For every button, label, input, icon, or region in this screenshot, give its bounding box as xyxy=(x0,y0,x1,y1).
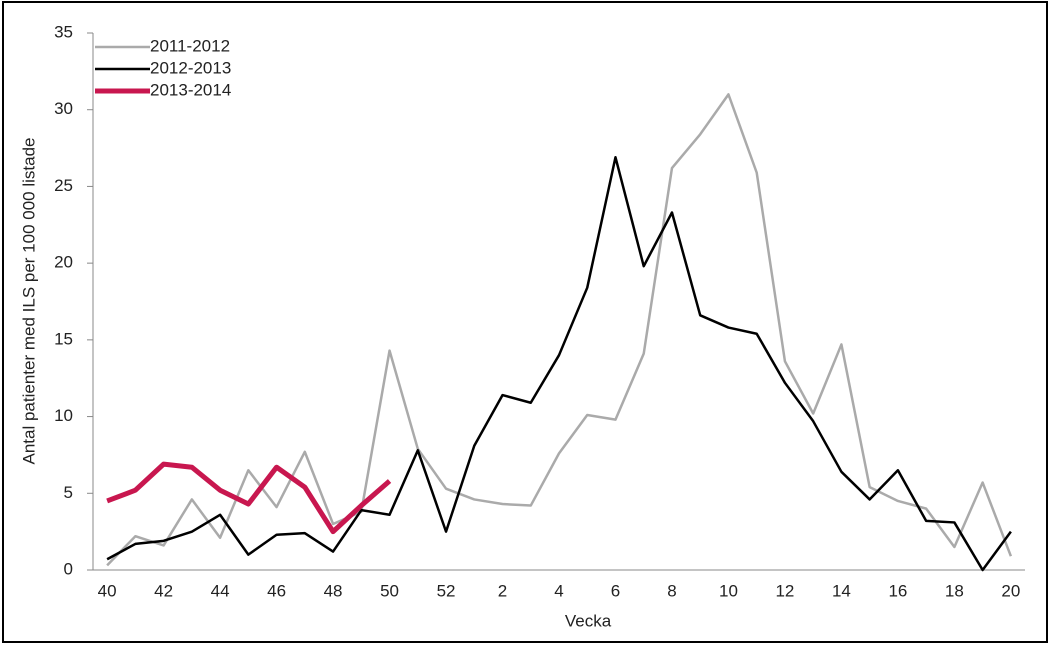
x-tick-label: 42 xyxy=(154,581,173,600)
legend-label: 2012-2013 xyxy=(150,58,231,77)
series-line xyxy=(106,461,392,535)
x-tick-label: 6 xyxy=(611,581,620,600)
x-tick-label: 4 xyxy=(554,581,563,600)
x-tick-label: 52 xyxy=(437,581,456,600)
x-tick-label: 20 xyxy=(1001,581,1020,600)
legend-label: 2011-2012 xyxy=(150,36,230,55)
y-tick-label: 30 xyxy=(54,99,73,118)
y-tick-label: 10 xyxy=(54,406,73,425)
x-tick-label: 18 xyxy=(945,581,964,600)
x-axis-label: Vecka xyxy=(565,611,612,630)
x-tick-label: 40 xyxy=(98,581,117,600)
y-tick-label: 5 xyxy=(64,483,73,502)
y-tick-label: 0 xyxy=(64,559,73,578)
legend-label: 2013-2014 xyxy=(150,80,231,99)
x-tick-label: 50 xyxy=(380,581,399,600)
x-tick-label: 10 xyxy=(719,581,738,600)
y-tick-label: 35 xyxy=(54,22,73,41)
x-tick-label: 16 xyxy=(888,581,907,600)
y-tick-label: 25 xyxy=(54,176,73,195)
series-line xyxy=(106,93,1013,567)
x-tick-label: 44 xyxy=(211,581,230,600)
y-axis-label: Antal patienter med ILS per 100 000 list… xyxy=(19,138,38,465)
x-tick-label: 14 xyxy=(832,581,851,600)
x-tick-label: 46 xyxy=(267,581,286,600)
x-tick-label: 2 xyxy=(498,581,507,600)
x-tick-label: 8 xyxy=(667,581,676,600)
y-tick-label: 20 xyxy=(54,253,73,272)
x-tick-label: 48 xyxy=(324,581,343,600)
series-line xyxy=(106,156,1012,572)
y-tick-label: 15 xyxy=(54,329,73,348)
x-tick-label: 12 xyxy=(775,581,794,600)
